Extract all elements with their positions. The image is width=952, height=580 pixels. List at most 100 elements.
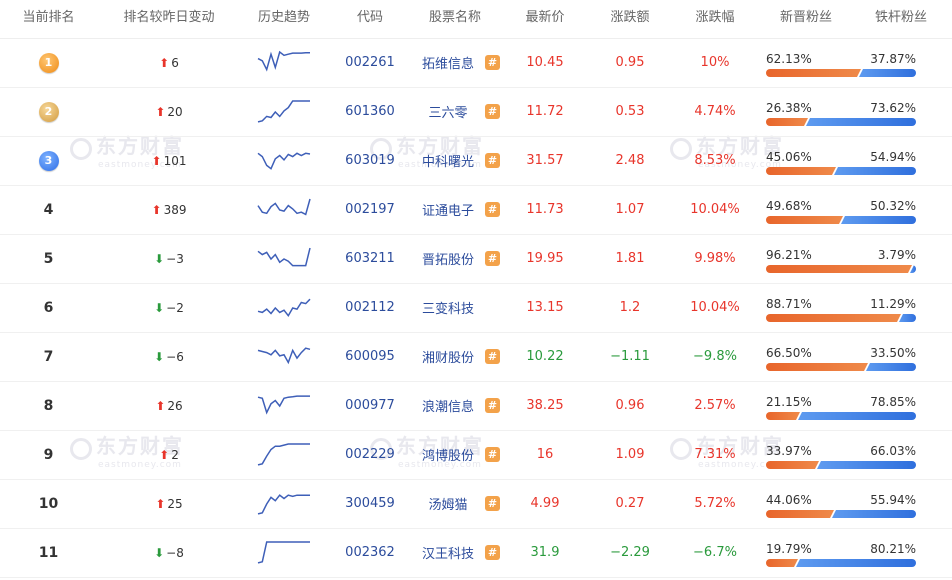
name-cell[interactable]: 中科曙光: [415, 136, 481, 185]
code-cell[interactable]: 603211: [340, 234, 400, 283]
stock-code-link[interactable]: 603211: [345, 251, 395, 266]
stock-name-link[interactable]: 三六零: [428, 106, 468, 121]
stock-bar-hash-icon[interactable]: #: [485, 349, 500, 364]
stock-bar-hash-icon[interactable]: #: [485, 545, 500, 560]
table-row[interactable]: 4 ⬆ 389 002197 证通电子 11.73 1.07 10.04% 49.68% 50.3…: [0, 185, 952, 235]
loyal-fans-bar: [899, 314, 916, 322]
name-cell[interactable]: 晋拓股份: [415, 234, 481, 283]
trend-cell[interactable]: [244, 185, 324, 234]
code-cell[interactable]: 002261: [340, 38, 400, 87]
trend-cell[interactable]: [244, 87, 324, 136]
table-row[interactable]: 11 ⬇ −8 002362 汉王科技 31.9 −2.29 −6.7% 19.79% 80.21…: [0, 528, 952, 578]
trend-cell[interactable]: [244, 38, 324, 87]
stock-name-link[interactable]: 晋拓股份: [421, 253, 474, 268]
table-row[interactable]: 1 ⬆ 6 002261 拓维信息 10.45 0.95 10% 62.13% 37.87% #: [0, 38, 952, 88]
trend-sparkline[interactable]: [256, 148, 312, 174]
code-cell[interactable]: 601360: [340, 87, 400, 136]
stock-bar-hash-icon[interactable]: #: [485, 251, 500, 266]
stock-code-link[interactable]: 601360: [345, 104, 395, 119]
table-row[interactable]: 8 ⬆ 26 000977 浪潮信息 38.25 0.96 2.57% 21.15% 78.85%…: [0, 381, 952, 431]
trend-sparkline[interactable]: [256, 393, 312, 419]
stock-bar-hash-icon[interactable]: #: [485, 55, 500, 70]
rank-medal-icon: 1: [38, 52, 59, 73]
name-cell[interactable]: 拓维信息: [415, 38, 481, 87]
table-row[interactable]: 3 ⬆ 101 603019 中科曙光 31.57 2.48 8.53% 45.06% 54.94…: [0, 136, 952, 186]
latest-price: 11.72: [526, 104, 564, 119]
stock-code-link[interactable]: 600095: [345, 349, 395, 364]
stock-bar-hash-icon[interactable]: #: [485, 398, 500, 413]
trend-cell[interactable]: [244, 136, 324, 185]
price-cell: 31.57: [510, 136, 580, 185]
trend-sparkline[interactable]: [256, 246, 312, 272]
stock-code-link[interactable]: 002197: [345, 202, 395, 217]
price-cell: 4.99: [510, 479, 580, 528]
stock-name-link[interactable]: 汉王科技: [421, 547, 474, 562]
stock-code-link[interactable]: 000977: [345, 398, 395, 413]
stock-name-link[interactable]: 三变科技: [421, 302, 474, 317]
change-percent: 9.98%: [694, 251, 736, 266]
name-cell[interactable]: 汉王科技: [415, 528, 481, 577]
name-cell[interactable]: 湘财股份: [415, 332, 481, 381]
trend-cell[interactable]: [244, 430, 324, 479]
name-cell[interactable]: 鸿博股份: [415, 430, 481, 479]
table-row[interactable]: 9 ⬆ 2 002229 鸿博股份 16 1.09 7.31% 33.97% 66.03% #: [0, 430, 952, 480]
code-cell[interactable]: 603019: [340, 136, 400, 185]
code-cell[interactable]: 002362: [340, 528, 400, 577]
stock-bar-hash-icon[interactable]: #: [485, 496, 500, 511]
stock-name-link[interactable]: 鸿博股份: [421, 449, 474, 464]
fans-ratio: 66.50% 33.50%: [766, 332, 916, 381]
stock-bar-hash-icon[interactable]: #: [485, 202, 500, 217]
name-cell[interactable]: 三变科技: [415, 283, 481, 332]
name-cell[interactable]: 汤姆猫: [415, 479, 481, 528]
trend-cell[interactable]: [244, 479, 324, 528]
stock-code-link[interactable]: 002229: [345, 447, 395, 462]
table-row[interactable]: 7 ⬇ −6 600095 湘财股份 10.22 −1.11 −9.8% 66.50% 33.50…: [0, 332, 952, 382]
code-cell[interactable]: 002112: [340, 283, 400, 332]
trend-sparkline[interactable]: [256, 197, 312, 223]
trend-cell[interactable]: [244, 381, 324, 430]
trend-sparkline[interactable]: [256, 491, 312, 517]
trend-sparkline[interactable]: [256, 295, 312, 321]
stock-name-link[interactable]: 浪潮信息: [421, 400, 474, 415]
stock-code-link[interactable]: 002362: [345, 545, 395, 560]
code-cell[interactable]: 600095: [340, 332, 400, 381]
trend-line: [257, 540, 310, 564]
code-cell[interactable]: 002229: [340, 430, 400, 479]
stock-bar-hash-icon[interactable]: #: [485, 447, 500, 462]
trend-sparkline[interactable]: [256, 344, 312, 370]
name-cell[interactable]: 浪潮信息: [415, 381, 481, 430]
code-cell[interactable]: 002197: [340, 185, 400, 234]
table-row[interactable]: 2 ⬆ 20 601360 三六零 11.72 0.53 4.74% 26.38% 73.62% #: [0, 87, 952, 137]
stock-name-link[interactable]: 证通电子: [421, 204, 474, 219]
change-percent-cell: 8.53%: [680, 136, 750, 185]
stock-code-link[interactable]: 300459: [345, 496, 395, 511]
fans-ratio-bar: [766, 363, 916, 371]
name-cell[interactable]: 三六零: [415, 87, 481, 136]
trend-sparkline[interactable]: [256, 442, 312, 468]
trend-cell[interactable]: [244, 234, 324, 283]
trend-line: [257, 151, 311, 170]
table-row[interactable]: 5 ⬇ −3 603211 晋拓股份 19.95 1.81 9.98% 96.21% 3.79% #: [0, 234, 952, 284]
stock-code-link[interactable]: 002112: [345, 300, 395, 315]
trend-cell[interactable]: [244, 332, 324, 381]
code-cell[interactable]: 000977: [340, 381, 400, 430]
trend-cell[interactable]: [244, 283, 324, 332]
stock-bar-hash-icon[interactable]: #: [485, 153, 500, 168]
stock-bar-hash-icon[interactable]: #: [485, 104, 500, 119]
stock-name-link[interactable]: 中科曙光: [421, 155, 474, 170]
stock-name-link[interactable]: 湘财股份: [421, 351, 474, 366]
code-cell[interactable]: 300459: [340, 479, 400, 528]
trend-cell[interactable]: [244, 528, 324, 577]
loyal-fans-bar: [841, 216, 916, 224]
trend-sparkline[interactable]: [256, 540, 312, 566]
change-amount: 0.95: [615, 55, 645, 70]
stock-name-link[interactable]: 拓维信息: [421, 57, 474, 72]
stock-name-link[interactable]: 汤姆猫: [428, 498, 468, 513]
trend-sparkline[interactable]: [256, 99, 312, 125]
table-row[interactable]: 10 ⬆ 25 300459 汤姆猫 4.99 0.27 5.72% 44.06% 55.94% #: [0, 479, 952, 529]
table-row[interactable]: 6 ⬇ −2 002112 三变科技 13.15 1.2 10.04% 88.71% 11.29%: [0, 283, 952, 333]
name-cell[interactable]: 证通电子: [415, 185, 481, 234]
trend-sparkline[interactable]: [256, 50, 312, 76]
stock-code-link[interactable]: 002261: [345, 55, 395, 70]
stock-code-link[interactable]: 603019: [345, 153, 395, 168]
